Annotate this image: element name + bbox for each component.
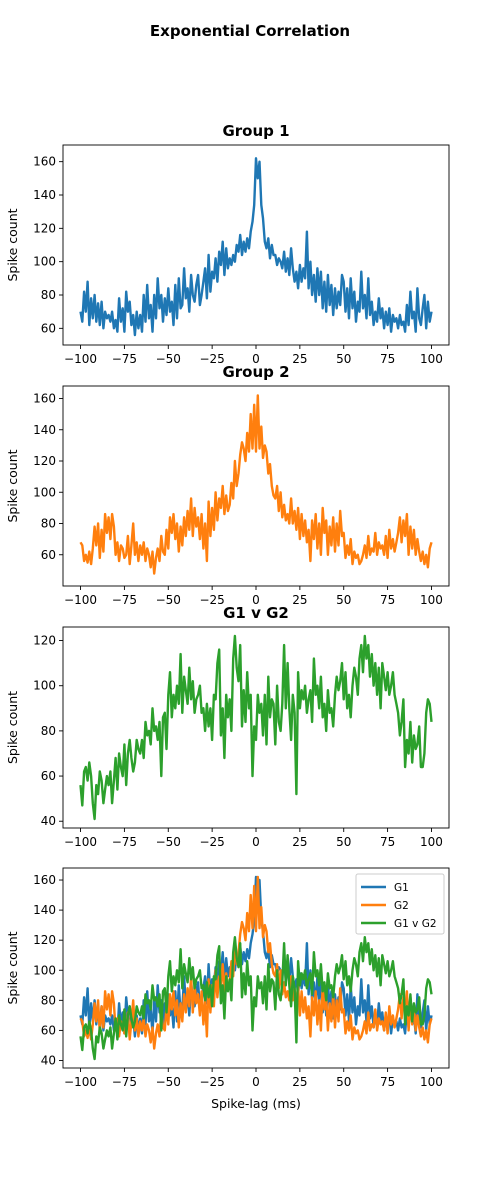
y-tick-label: 60 [41,548,56,562]
y-tick-label: 100 [33,485,56,499]
x-tick-label: −75 [112,593,137,607]
y-tick-label: 120 [33,221,56,235]
y-tick-label: 120 [33,634,56,648]
x-tick-label: 25 [292,352,307,366]
y-axis-label: Spike count [5,691,20,764]
y-tick-label: 80 [41,288,56,302]
x-tick-label: −50 [156,593,181,607]
legend: G1 G2 G1 v G2 [355,873,445,935]
panel-1: −100 −75 −50 −25 0 25 50 75 100 60 80 100 120 140 160 G… [5,122,450,366]
x-tick-label: 75 [380,352,395,366]
series-line-4-2 [79,875,433,1050]
x-tick-label: −100 [64,352,97,366]
x-tick-label: −50 [156,835,181,849]
panel-2: −100 −75 −50 −25 0 25 50 75 100 60 80 100 120 140 160 G… [5,363,450,607]
x-tick-label: 100 [420,352,443,366]
y-tick-label: 80 [41,517,56,531]
y-tick-label: 80 [41,993,56,1007]
y-tick-label: 160 [33,873,56,887]
y-tick-label: 140 [33,188,56,202]
y-tick-label: 40 [41,814,56,828]
x-tick-label: 75 [380,593,395,607]
y-tick-label: 60 [41,769,56,783]
x-tick-label: −75 [112,835,137,849]
y-tick-label: 60 [41,321,56,335]
x-tick-label: 0 [252,593,260,607]
y-tick-label: 140 [33,423,56,437]
x-tick-label: −25 [199,835,224,849]
x-tick-label: 75 [380,1075,395,1089]
legend-label: G1 v G2 [394,918,437,930]
x-tick-label: −75 [112,352,137,366]
panel-title: Group 2 [222,363,289,381]
x-tick-label: −100 [64,835,97,849]
panel-title: Group 1 [222,122,289,140]
x-tick-label: 50 [336,1075,351,1089]
series-line-3-1 [79,634,433,821]
y-tick-label: 100 [33,679,56,693]
x-tick-label: −100 [64,593,97,607]
x-tick-label: 25 [292,1075,307,1089]
x-tick-label: 100 [420,1075,443,1089]
x-tick-label: 100 [420,593,443,607]
x-tick-label: 0 [252,352,260,366]
y-tick-label: 100 [33,963,56,977]
x-tick-label: −25 [199,593,224,607]
x-tick-label: −100 [64,1075,97,1089]
y-tick-label: 120 [33,933,56,947]
legend-box [355,873,445,935]
x-tick-label: 50 [336,352,351,366]
x-tick-label: −50 [156,1075,181,1089]
y-tick-label: 160 [33,155,56,169]
series-line-2-1 [79,394,433,575]
series-line-4-3 [79,936,433,1061]
x-axis-label: Spike-lag (ms) [211,1096,301,1111]
x-tick-label: 25 [292,835,307,849]
x-tick-label: 50 [336,593,351,607]
y-axis-label: Spike count [5,208,20,281]
legend-label: G1 [394,882,409,894]
y-tick-label: 120 [33,454,56,468]
x-tick-label: 75 [380,835,395,849]
x-tick-label: 0 [252,1075,260,1089]
legend-label: G2 [394,900,409,912]
x-tick-label: −50 [156,352,181,366]
y-tick-label: 80 [41,724,56,738]
y-tick-label: 160 [33,392,56,406]
panel-title: G1 v G2 [223,604,289,622]
y-axis-label: Spike count [5,449,20,522]
x-tick-label: −75 [112,1075,137,1089]
y-tick-label: 100 [33,255,56,269]
x-tick-label: −25 [199,352,224,366]
x-tick-label: 25 [292,593,307,607]
x-tick-label: 0 [252,835,260,849]
figure-title: Exponential Correlation [150,22,350,40]
panel-3: −100 −75 −50 −25 0 25 50 75 100 40 60 80 100 120 G1 v … [5,604,450,849]
y-tick-label: 140 [33,903,56,917]
panel-4: −100 −75 −50 −25 0 25 50 75 100 40 60 80 100 120 140 16… [5,867,450,1111]
series-line-1-1 [79,157,433,337]
x-tick-label: 50 [336,835,351,849]
y-tick-label: 60 [41,1023,56,1037]
x-tick-label: 100 [420,835,443,849]
y-tick-label: 40 [41,1053,56,1067]
x-tick-label: −25 [199,1075,224,1089]
y-axis-label: Spike count [5,931,20,1004]
